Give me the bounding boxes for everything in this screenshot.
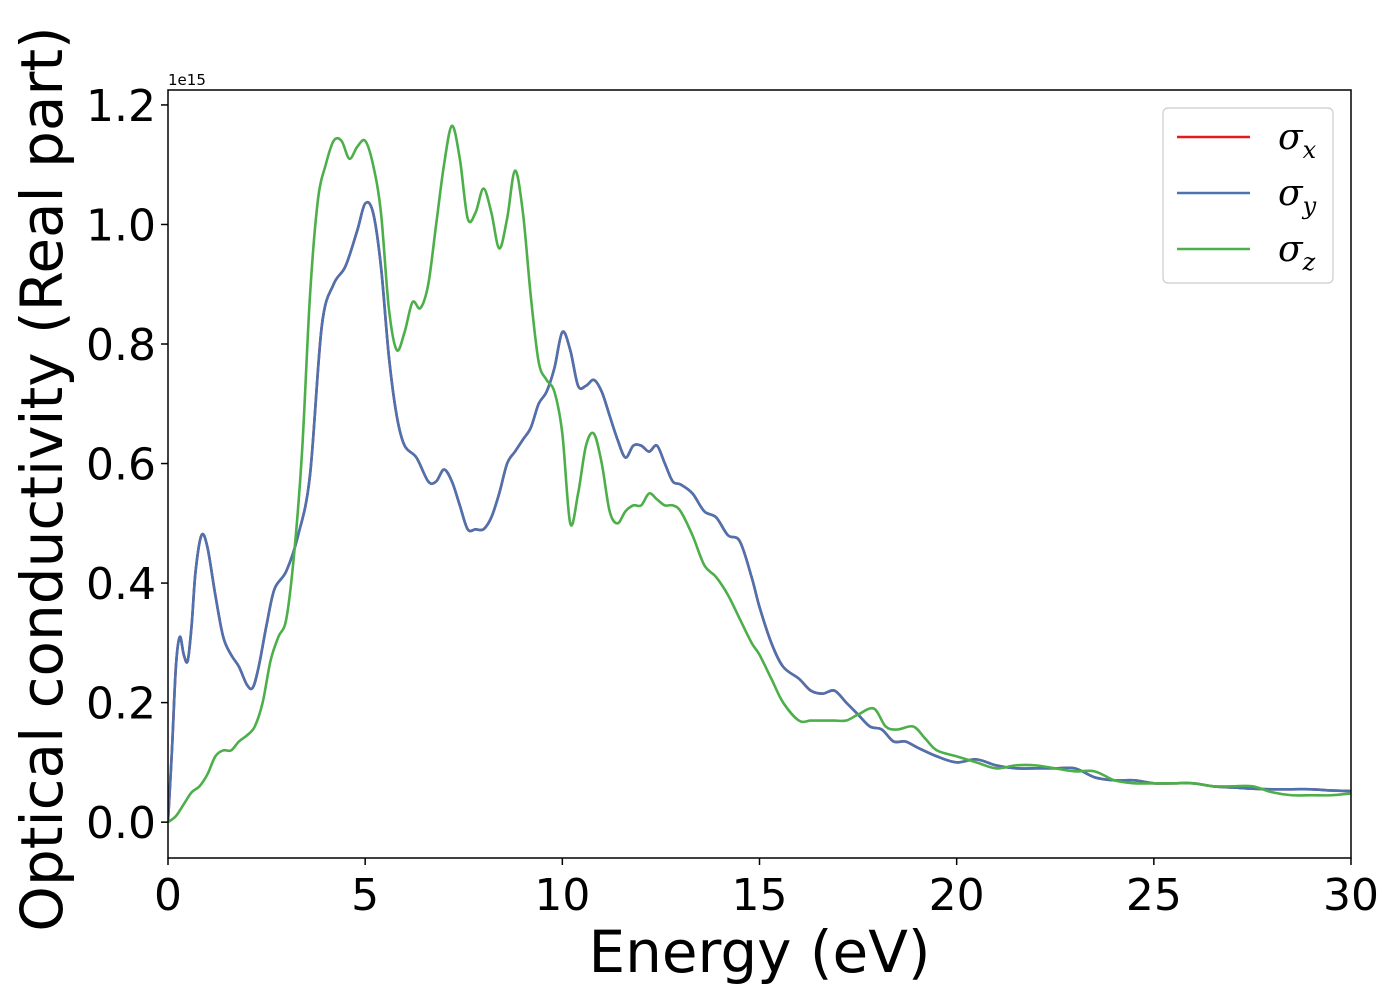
y-tick-label: 0.0 xyxy=(86,798,156,849)
y-axis-label: Optical conductivity (Real part) xyxy=(8,26,76,931)
y-tick-label: 0.4 xyxy=(86,559,156,610)
y-axis-offset-label: 1e15 xyxy=(168,71,206,89)
y-axis-ticks: 0.0 0.2 0.4 0.6 0.8 1.0 1.2 xyxy=(86,81,168,849)
legend: σx σy σz xyxy=(1162,107,1334,284)
y-tick-label: 0.6 xyxy=(86,440,156,491)
legend-label-x: σx xyxy=(1278,117,1317,164)
y-tick-label: 0.2 xyxy=(86,679,156,730)
legend-label-y: σy xyxy=(1278,173,1317,220)
x-tick-label: 5 xyxy=(351,870,379,921)
x-tick-label: 20 xyxy=(929,870,985,921)
x-tick-label: 10 xyxy=(534,870,590,921)
series-line-z xyxy=(168,124,1351,824)
x-axis-ticks: 0 5 10 15 20 25 30 xyxy=(154,858,1379,921)
x-tick-label: 15 xyxy=(732,870,788,921)
series-line-y xyxy=(168,200,1351,823)
x-tick-label: 30 xyxy=(1323,870,1379,921)
x-tick-label: 0 xyxy=(154,870,182,921)
y-tick-label: 1.2 xyxy=(86,81,156,132)
y-tick-label: 1.0 xyxy=(86,200,156,251)
y-tick-label: 0.8 xyxy=(86,320,156,371)
legend-box xyxy=(1162,107,1334,284)
legend-label-z: σz xyxy=(1278,229,1316,276)
x-axis-label: Energy (eV) xyxy=(588,918,930,986)
series-layer xyxy=(168,124,1351,824)
series-line-x xyxy=(168,200,1351,823)
x-tick-label: 25 xyxy=(1126,870,1182,921)
